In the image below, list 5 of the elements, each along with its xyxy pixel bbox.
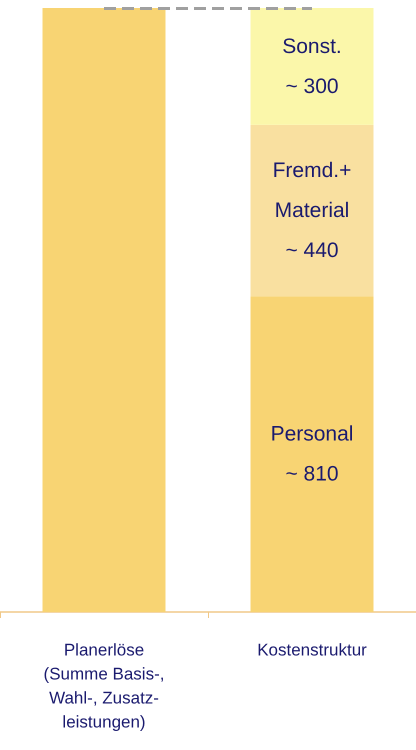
x-tick-label: Kostenstruktur — [257, 640, 368, 660]
data-label: Sonst. ~ 300 — [282, 34, 342, 98]
data-label: Personal ~ 810 — [270, 422, 354, 486]
data-label: Fremd.+ Material ~ 440 — [272, 159, 352, 262]
x-tick-label: Planerlöse (Summe Basis-, Wahl-, Zusatz- leistungen) — [44, 640, 164, 732]
